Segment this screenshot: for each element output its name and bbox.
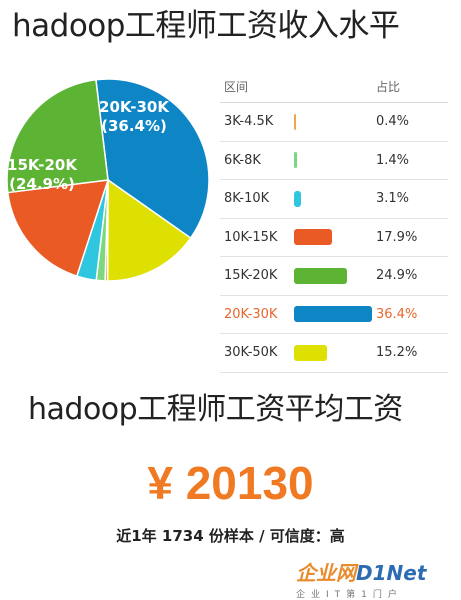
- logo-text-cn: 企业网: [296, 561, 356, 585]
- table-row-30K-50K: 30K-50K 15.2%: [220, 334, 448, 373]
- table-row-3K-4.5K: 3K-4.5K 0.4%: [220, 103, 448, 142]
- share-value: 36.4%: [376, 306, 418, 322]
- slice-label-15K-20K: 15K-20K: [7, 156, 78, 174]
- sample-info: 近1年 1734 份样本 / 可信度：高: [116, 527, 345, 545]
- logo-text-en: D1Net: [356, 561, 427, 585]
- table-row-15K-20K: 15K-20K 24.9%: [220, 257, 448, 296]
- avg-title: hadoop工程师工资平均工资: [28, 392, 403, 427]
- range-label: 3K-4.5K: [224, 114, 274, 130]
- share-value: 17.9%: [376, 229, 418, 245]
- pie-slice-15K-20K: [6, 78, 109, 194]
- range-header: 区间: [224, 79, 249, 94]
- pie-chart: 20K-30K(36.4%) 15K-20K(24.9%): [6, 78, 210, 282]
- range-label: 6K-8K: [224, 152, 261, 168]
- pie-slice-10K-15K: [6, 179, 110, 278]
- slice-label-20K-30K: 20K-30K: [99, 98, 170, 116]
- share-bar-30K-50K: [294, 344, 327, 361]
- share-bar-15K-20K: [294, 267, 348, 284]
- site-logo: 企业网D1Net 企业IT第1门户: [296, 557, 456, 600]
- chart-title: hadoop工程师工资收入水平: [12, 8, 400, 44]
- table-row-10K-15K: 10K-15K 17.9%: [220, 219, 448, 257]
- range-label: 10K-15K: [224, 229, 278, 245]
- table-row-20K-30K: 20K-30K 36.4%: [220, 296, 448, 334]
- table-row-6K-8K: 6K-8K 1.4%: [220, 142, 448, 180]
- range-label: 8K-10K: [224, 191, 270, 207]
- share-value: 15.2%: [376, 345, 418, 361]
- distribution-table: 区间 占比 3K-4.5K 0.4% 6K-8K 1.4% 8K-10K 3.1% 10K-…: [220, 70, 448, 373]
- logo-subtitle: 企业IT第1门户: [296, 590, 403, 600]
- share-bar-20K-30K: [294, 306, 372, 323]
- table-header: 区间 占比: [220, 70, 448, 103]
- range-label: 20K-30K: [224, 306, 278, 322]
- pie-slice-20K-30K: [95, 78, 210, 240]
- share-bar-3K-4.5K: [294, 113, 296, 130]
- pie-slice-30K-50K: [106, 178, 192, 282]
- share-value: 3.1%: [376, 191, 410, 207]
- share-value: 24.9%: [376, 268, 418, 284]
- share-bar-10K-15K: [294, 229, 333, 246]
- range-label: 15K-20K: [224, 268, 278, 284]
- share-header: 占比: [376, 79, 401, 94]
- table-row-8K-10K: 8K-10K 3.1%: [220, 180, 448, 219]
- slice-label-15K-20K: (24.9%): [9, 175, 75, 193]
- range-label: 30K-50K: [224, 345, 278, 361]
- share-bar-6K-8K: [294, 152, 297, 169]
- share-value: 0.4%: [376, 114, 410, 130]
- avg-salary: ¥ 20130: [147, 457, 314, 509]
- share-bar-8K-10K: [294, 190, 301, 207]
- share-value: 1.4%: [376, 152, 410, 168]
- slice-label-20K-30K: (36.4%): [101, 117, 167, 135]
